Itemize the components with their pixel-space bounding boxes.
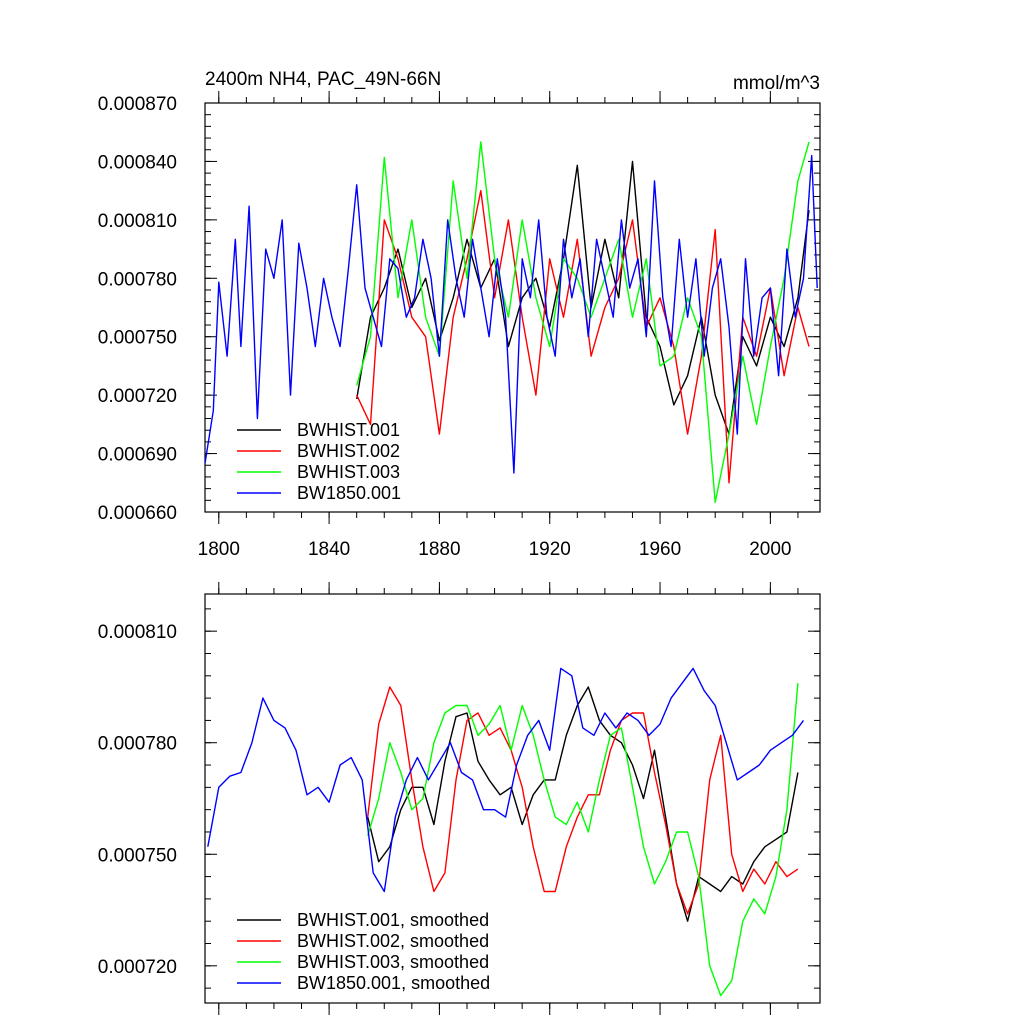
- chart-title-left: 2400m NH4, PAC_49N-66N: [205, 69, 441, 90]
- plot-frame: [204, 593, 821, 1004]
- series-line-2: [356, 189, 810, 484]
- series-line-3: [356, 141, 810, 503]
- series-line-4: [207, 667, 805, 893]
- top-panel-chart: 0.000660 0.000690 0.000720 0.000750 0.000780…: [98, 69, 821, 560]
- y-tick-label: 0.000660: [98, 503, 177, 524]
- y-tick-label: 0.000840: [98, 152, 177, 173]
- y-tick-label: 0.000750: [98, 328, 177, 349]
- y-tick-label: 0.000780: [98, 269, 177, 290]
- y-tick-label: 0.000720: [98, 386, 177, 407]
- plot-frame: [204, 102, 821, 513]
- series-line-3: [367, 683, 799, 997]
- legend-label-3: BWHIST.003, smoothed: [297, 952, 489, 972]
- series-line-1: [356, 160, 810, 435]
- y-tick-label: 0.000720: [98, 957, 177, 978]
- series-line-4: [204, 154, 818, 474]
- x-tick-label: 2000: [749, 539, 791, 560]
- x-tick-label: 1840: [308, 539, 350, 560]
- legend-label-1: BWHIST.001, smoothed: [297, 910, 489, 930]
- legend-label-2: BWHIST.002, smoothed: [297, 931, 489, 951]
- x-tick-label: 1960: [639, 539, 681, 560]
- legend-label-4: BW1850.001, smoothed: [297, 973, 490, 993]
- x-tick-label: 1800: [198, 539, 240, 560]
- series-line-2: [367, 686, 799, 915]
- chart-units-right: mmol/m^3: [733, 73, 820, 94]
- legend-label-3: BWHIST.003: [297, 462, 400, 482]
- legend-label-4: BW1850.001: [297, 483, 401, 503]
- x-tick-label: 1880: [418, 539, 460, 560]
- y-tick-label: 0.000750: [98, 845, 177, 866]
- bottom-panel-chart: 0.000720 0.000750 0.000780 0.000810 BWHIST.0…: [98, 582, 821, 1015]
- series-line-1: [367, 686, 799, 922]
- y-tick-label: 0.000690: [98, 445, 177, 466]
- legend-label-1: BWHIST.001: [297, 420, 400, 440]
- legend-label-2: BWHIST.002: [297, 441, 400, 461]
- y-tick-label: 0.000870: [98, 94, 177, 115]
- y-tick-label: 0.000810: [98, 622, 177, 643]
- y-tick-label: 0.000810: [98, 211, 177, 232]
- x-tick-label: 1920: [529, 539, 571, 560]
- y-tick-label: 0.000780: [98, 734, 177, 755]
